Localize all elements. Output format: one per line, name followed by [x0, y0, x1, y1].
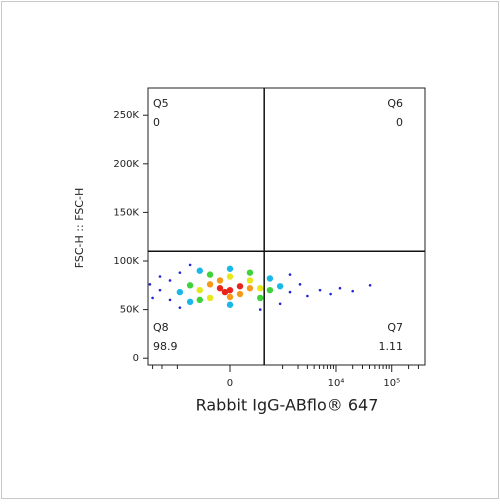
- quadrant-name: Q7: [387, 321, 403, 334]
- event-dot: [216, 277, 224, 284]
- event-dot: [196, 267, 203, 274]
- event-dot: [176, 288, 184, 296]
- event-dot: [178, 271, 182, 274]
- quadrant-value: 0: [396, 116, 403, 129]
- event-dot: [368, 284, 372, 287]
- event-dot: [278, 302, 282, 306]
- event-dot: [257, 294, 264, 302]
- event-dot: [329, 292, 332, 296]
- quadrant-name: Q6: [387, 97, 403, 110]
- event-dot: [158, 275, 162, 278]
- event-dot: [186, 298, 194, 306]
- event-dot: [338, 286, 342, 290]
- event-dot: [246, 285, 254, 292]
- quadrant-value: 1.11: [379, 340, 404, 353]
- event-dot: [186, 282, 194, 289]
- y-tick-label: 150K: [113, 207, 139, 218]
- event-dot: [226, 293, 234, 301]
- event-dot: [226, 286, 234, 294]
- event-dot: [196, 286, 203, 294]
- event-dot: [206, 294, 214, 302]
- y-tick-label: 50K: [120, 305, 140, 316]
- event-dot: [351, 289, 354, 293]
- event-dot: [236, 283, 244, 290]
- quadrant-value: 98.9: [153, 340, 178, 353]
- event-dot: [206, 271, 214, 278]
- event-dot: [266, 286, 274, 294]
- event-dot: [168, 279, 172, 282]
- event-dot: [216, 285, 224, 292]
- event-dot: [236, 290, 244, 298]
- event-dot: [288, 290, 292, 294]
- event-dot: [226, 265, 234, 272]
- x-tick-label: 10⁴: [328, 378, 345, 389]
- quadrant-name: Q5: [153, 97, 169, 110]
- y-axis-label: FSC-H :: FSC-H: [73, 188, 86, 268]
- event-dot: [196, 296, 203, 304]
- quadrant-name: Q8: [153, 321, 169, 334]
- event-dot: [221, 288, 229, 296]
- y-tick-label: 100K: [113, 256, 139, 267]
- event-dot: [258, 308, 262, 311]
- x-tick-label: 0: [227, 378, 233, 389]
- event-dot: [298, 283, 302, 286]
- plot-area: [148, 263, 372, 311]
- event-dot: [306, 294, 309, 298]
- event-dot: [148, 283, 152, 286]
- event-dot: [246, 277, 254, 284]
- event-dot: [266, 275, 274, 282]
- quadrant-value: 0: [153, 116, 160, 129]
- event-dot: [226, 273, 234, 280]
- event-dot: [276, 283, 284, 290]
- event-dot: [151, 296, 154, 300]
- event-dot: [188, 263, 192, 267]
- event-dot: [318, 288, 322, 292]
- plot-frame: [147, 87, 426, 366]
- event-dot: [168, 298, 172, 302]
- y-tick-label: 200K: [113, 159, 139, 170]
- x-tick-label: 10⁵: [383, 378, 400, 389]
- event-dot: [178, 306, 182, 309]
- event-dot: [288, 273, 292, 276]
- event-dot: [246, 269, 254, 276]
- event-dot: [257, 285, 264, 292]
- x-axis-label: Rabbit IgG-ABflo® 647: [196, 396, 379, 415]
- y-tick-label: 0: [133, 353, 139, 364]
- event-dot: [226, 301, 234, 308]
- event-dot: [206, 281, 214, 288]
- event-dot: [158, 288, 162, 292]
- y-tick-label: 250K: [113, 110, 139, 121]
